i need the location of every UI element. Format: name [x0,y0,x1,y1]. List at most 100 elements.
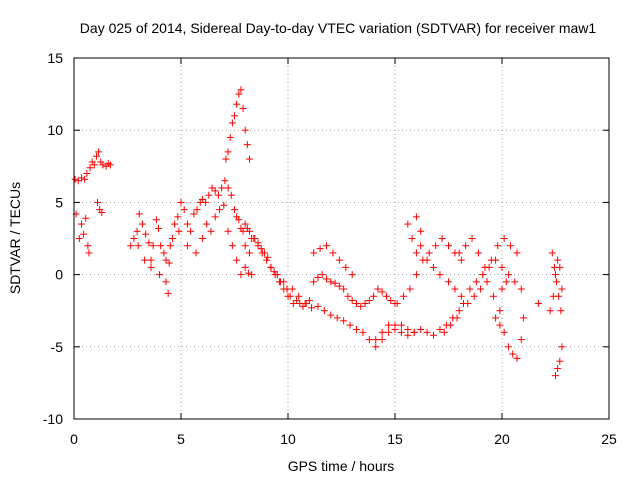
data-point [474,249,482,257]
data-point [305,297,313,305]
y-axis-label: SDTVAR / TECUs [7,182,23,294]
data-point [226,133,234,141]
data-point [393,299,401,307]
data-point [417,227,425,235]
data-point [335,256,343,264]
y-tick-label: 10 [47,122,63,138]
data-point [327,311,335,319]
data-point [83,170,91,178]
data-point [85,249,93,257]
data-point [340,285,348,293]
data-point [555,292,563,300]
data-point [135,210,143,218]
data-point [335,282,343,290]
data-point [141,256,149,264]
data-point [556,357,564,365]
data-point [318,271,326,279]
data-point [391,325,399,333]
data-point [293,297,301,305]
data-point [425,249,433,257]
data-point [235,90,243,98]
data-point [352,299,360,307]
data-point [198,196,206,204]
data-point [509,350,517,358]
data-point [470,292,478,300]
data-point [406,285,414,293]
data-point [361,299,369,307]
data-point [412,213,420,221]
data-point [498,263,506,271]
data-point [90,161,98,169]
data-point [228,242,236,250]
data-point [237,271,245,279]
data-point [77,174,85,182]
data-point [387,297,395,305]
data-point [95,148,103,156]
data-point [464,299,472,307]
y-tick-label: -10 [43,411,63,427]
data-point [333,314,341,322]
data-point [216,206,224,214]
ticks: 0 5 10 15 20 25 -10 -5 0 5 10 15 [43,50,617,447]
data-point [408,235,416,242]
data-point [323,242,331,250]
data-point [82,214,90,222]
data-point [436,271,444,279]
data-point [517,285,525,293]
data-point [227,191,235,199]
y-tick-label: 15 [47,50,63,66]
data-point [224,227,232,235]
data-point [481,263,489,271]
data-point [241,242,249,250]
data-point [310,278,318,286]
data-point [378,288,386,296]
data-point [374,285,382,293]
data-point [220,201,228,209]
data-point [250,235,258,242]
data-point [410,328,418,336]
data-point [98,209,106,217]
data-point [546,307,554,315]
data-point [400,292,408,300]
data-point [165,259,173,267]
data-point [92,152,100,160]
data-point [235,216,243,224]
data-point [211,213,219,221]
data-point [245,155,253,163]
data-point [554,256,562,264]
data-point [86,164,94,172]
data-point [554,364,562,372]
data-point [264,253,272,261]
data-point [447,321,455,329]
data-point [314,302,322,310]
data-point [519,314,527,322]
data-point [445,242,452,250]
data-point [504,343,512,351]
data-point [263,256,271,264]
data-point [168,235,176,242]
data-point [502,278,510,286]
data-point [440,328,448,336]
data-point [187,227,195,235]
data-point [498,285,506,293]
chart-title: Day 025 of 2014, Sidereal Day-to-day VTE… [80,20,597,36]
data-point [74,177,82,185]
data-point [314,273,322,281]
data-point [372,343,380,351]
data-point [160,249,168,257]
data-point [147,256,155,264]
data-point [412,271,420,279]
data-point [468,235,476,242]
data-point [239,227,247,235]
data-point [310,249,318,257]
data-point [157,242,165,250]
x-axis-label: GPS time / hours [288,458,395,474]
data-point [511,278,519,286]
data-point [331,279,339,287]
data-point [289,299,297,307]
data-point [438,235,446,242]
data-point [133,227,141,235]
data-point [552,372,559,380]
x-tick-label: 5 [177,431,185,447]
